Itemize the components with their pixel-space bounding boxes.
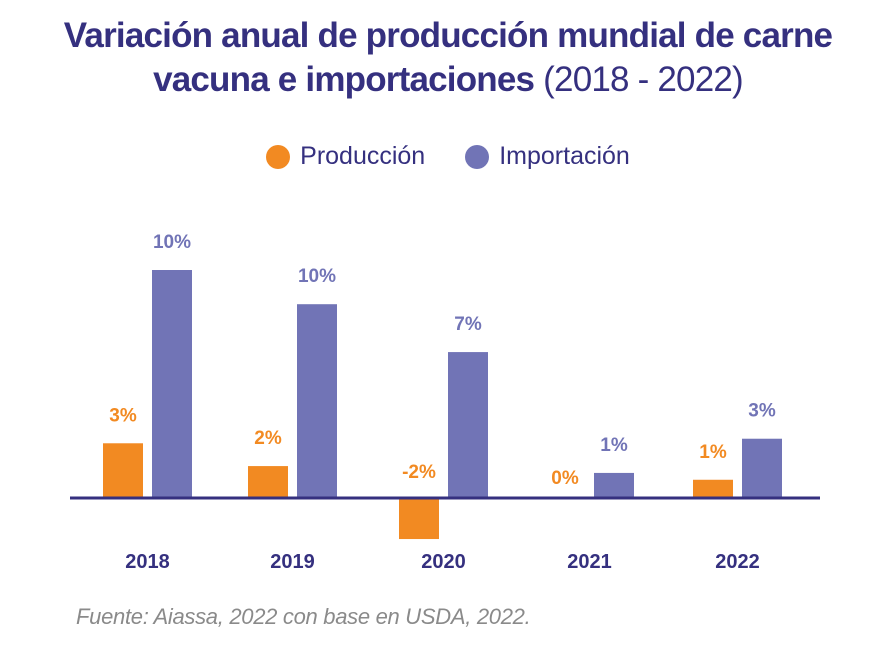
data-labels-group: 3% 10% 2% 10% -2% 7% 0% 1% 1% 3% (109, 232, 776, 489)
data-label-importacin-2018: 10% (153, 232, 191, 253)
data-label-importacin-2019: 10% (298, 266, 336, 287)
legend-item-importacion: Importación (465, 142, 630, 171)
x-tick-label-2018: 2018 (125, 551, 170, 573)
legend-swatch-produccion (266, 144, 291, 169)
legend-swatch-importacion (465, 144, 490, 169)
bar-importacin-2021 (594, 472, 634, 498)
title-line-1: Variación anual de producción mundial de… (63, 16, 833, 55)
x-tick-label-2021: 2021 (567, 551, 612, 573)
title-line-2-bold: vacuna e importaciones (153, 60, 535, 99)
title-line-2: vacuna e importaciones (2018 - 2022) (0, 58, 896, 102)
legend-label-produccion: Producción (300, 142, 426, 170)
data-label-produccin-2022: 1% (699, 442, 727, 463)
legend-label-importacion: Importación (499, 142, 630, 170)
bar-importacin-2019 (297, 304, 337, 498)
bar-importacin-2022 (742, 438, 782, 498)
x-tick-labels-group: 2018 2019 2020 2021 2022 (125, 551, 760, 573)
data-label-produccin-2018: 3% (109, 405, 137, 426)
data-label-produccin-2020: -2% (402, 462, 436, 483)
legend-item-produccion: Producción (266, 142, 425, 171)
bars-group (103, 270, 782, 540)
title-date-range: (2018 - 2022) (543, 60, 744, 99)
data-label-produccin-2021: 0% (551, 468, 579, 489)
chart-title: Variación anual de producción mundial de… (0, 14, 896, 102)
data-label-importacin-2020: 7% (454, 314, 482, 335)
x-tick-label-2020: 2020 (421, 551, 466, 573)
bar-produccin-2020 (399, 498, 439, 540)
bar-importacin-2020 (448, 352, 488, 498)
bar-produccin-2019 (248, 466, 288, 498)
legend: Producción Importación (0, 142, 896, 171)
data-label-produccin-2019: 2% (254, 428, 282, 449)
x-tick-label-2022: 2022 (715, 551, 760, 573)
x-tick-label-2019: 2019 (270, 551, 315, 573)
bar-importacin-2018 (152, 270, 192, 498)
bar-produccin-2022 (693, 479, 733, 498)
data-label-importacin-2021: 1% (600, 435, 628, 456)
data-label-importacin-2022: 3% (748, 401, 776, 422)
bar-produccin-2018 (103, 443, 143, 498)
source-note: Fuente: Aiassa, 2022 con base en USDA, 2… (76, 604, 531, 629)
